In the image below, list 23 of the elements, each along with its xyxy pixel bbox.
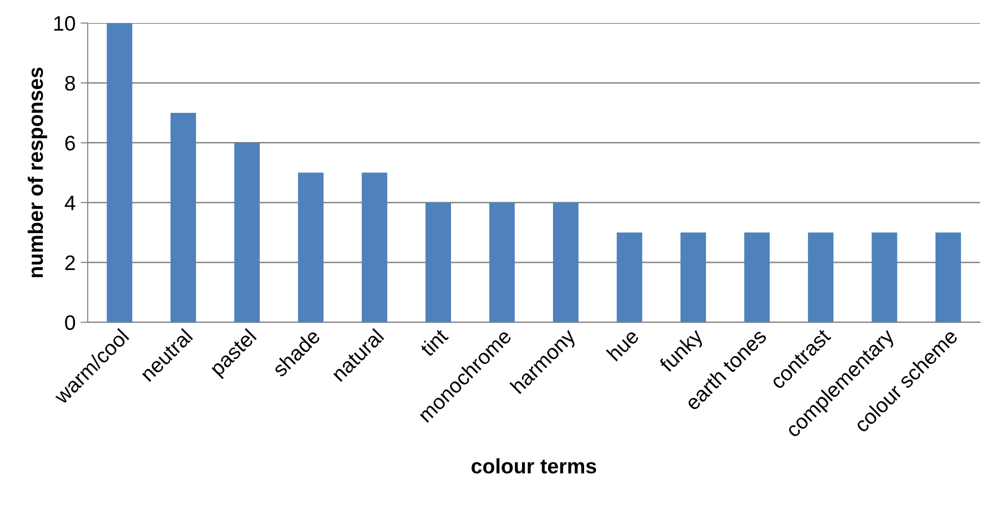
bar [298, 172, 324, 322]
x-axis-title: colour terms [472, 458, 596, 474]
bar [170, 112, 196, 322]
x-tick-label: hue [606, 328, 640, 362]
bar [872, 232, 898, 322]
y-tick-label: 2 [65, 255, 75, 270]
bar [106, 23, 132, 322]
bar [935, 232, 961, 322]
bar [744, 232, 770, 322]
y-tick-label: 6 [65, 136, 75, 150]
y-tick-label: 4 [64, 196, 76, 210]
bar [808, 232, 834, 322]
bar [362, 172, 388, 322]
bar [552, 202, 578, 322]
bar [680, 232, 706, 322]
bar [426, 202, 452, 322]
y-tick-label: 0 [65, 315, 76, 330]
y-axis-title: number of responses [28, 68, 48, 278]
y-tick-label: 10 [54, 16, 76, 31]
bar [489, 202, 515, 322]
bar [616, 232, 642, 322]
y-tick-label: 8 [65, 76, 75, 91]
bar [234, 142, 260, 322]
